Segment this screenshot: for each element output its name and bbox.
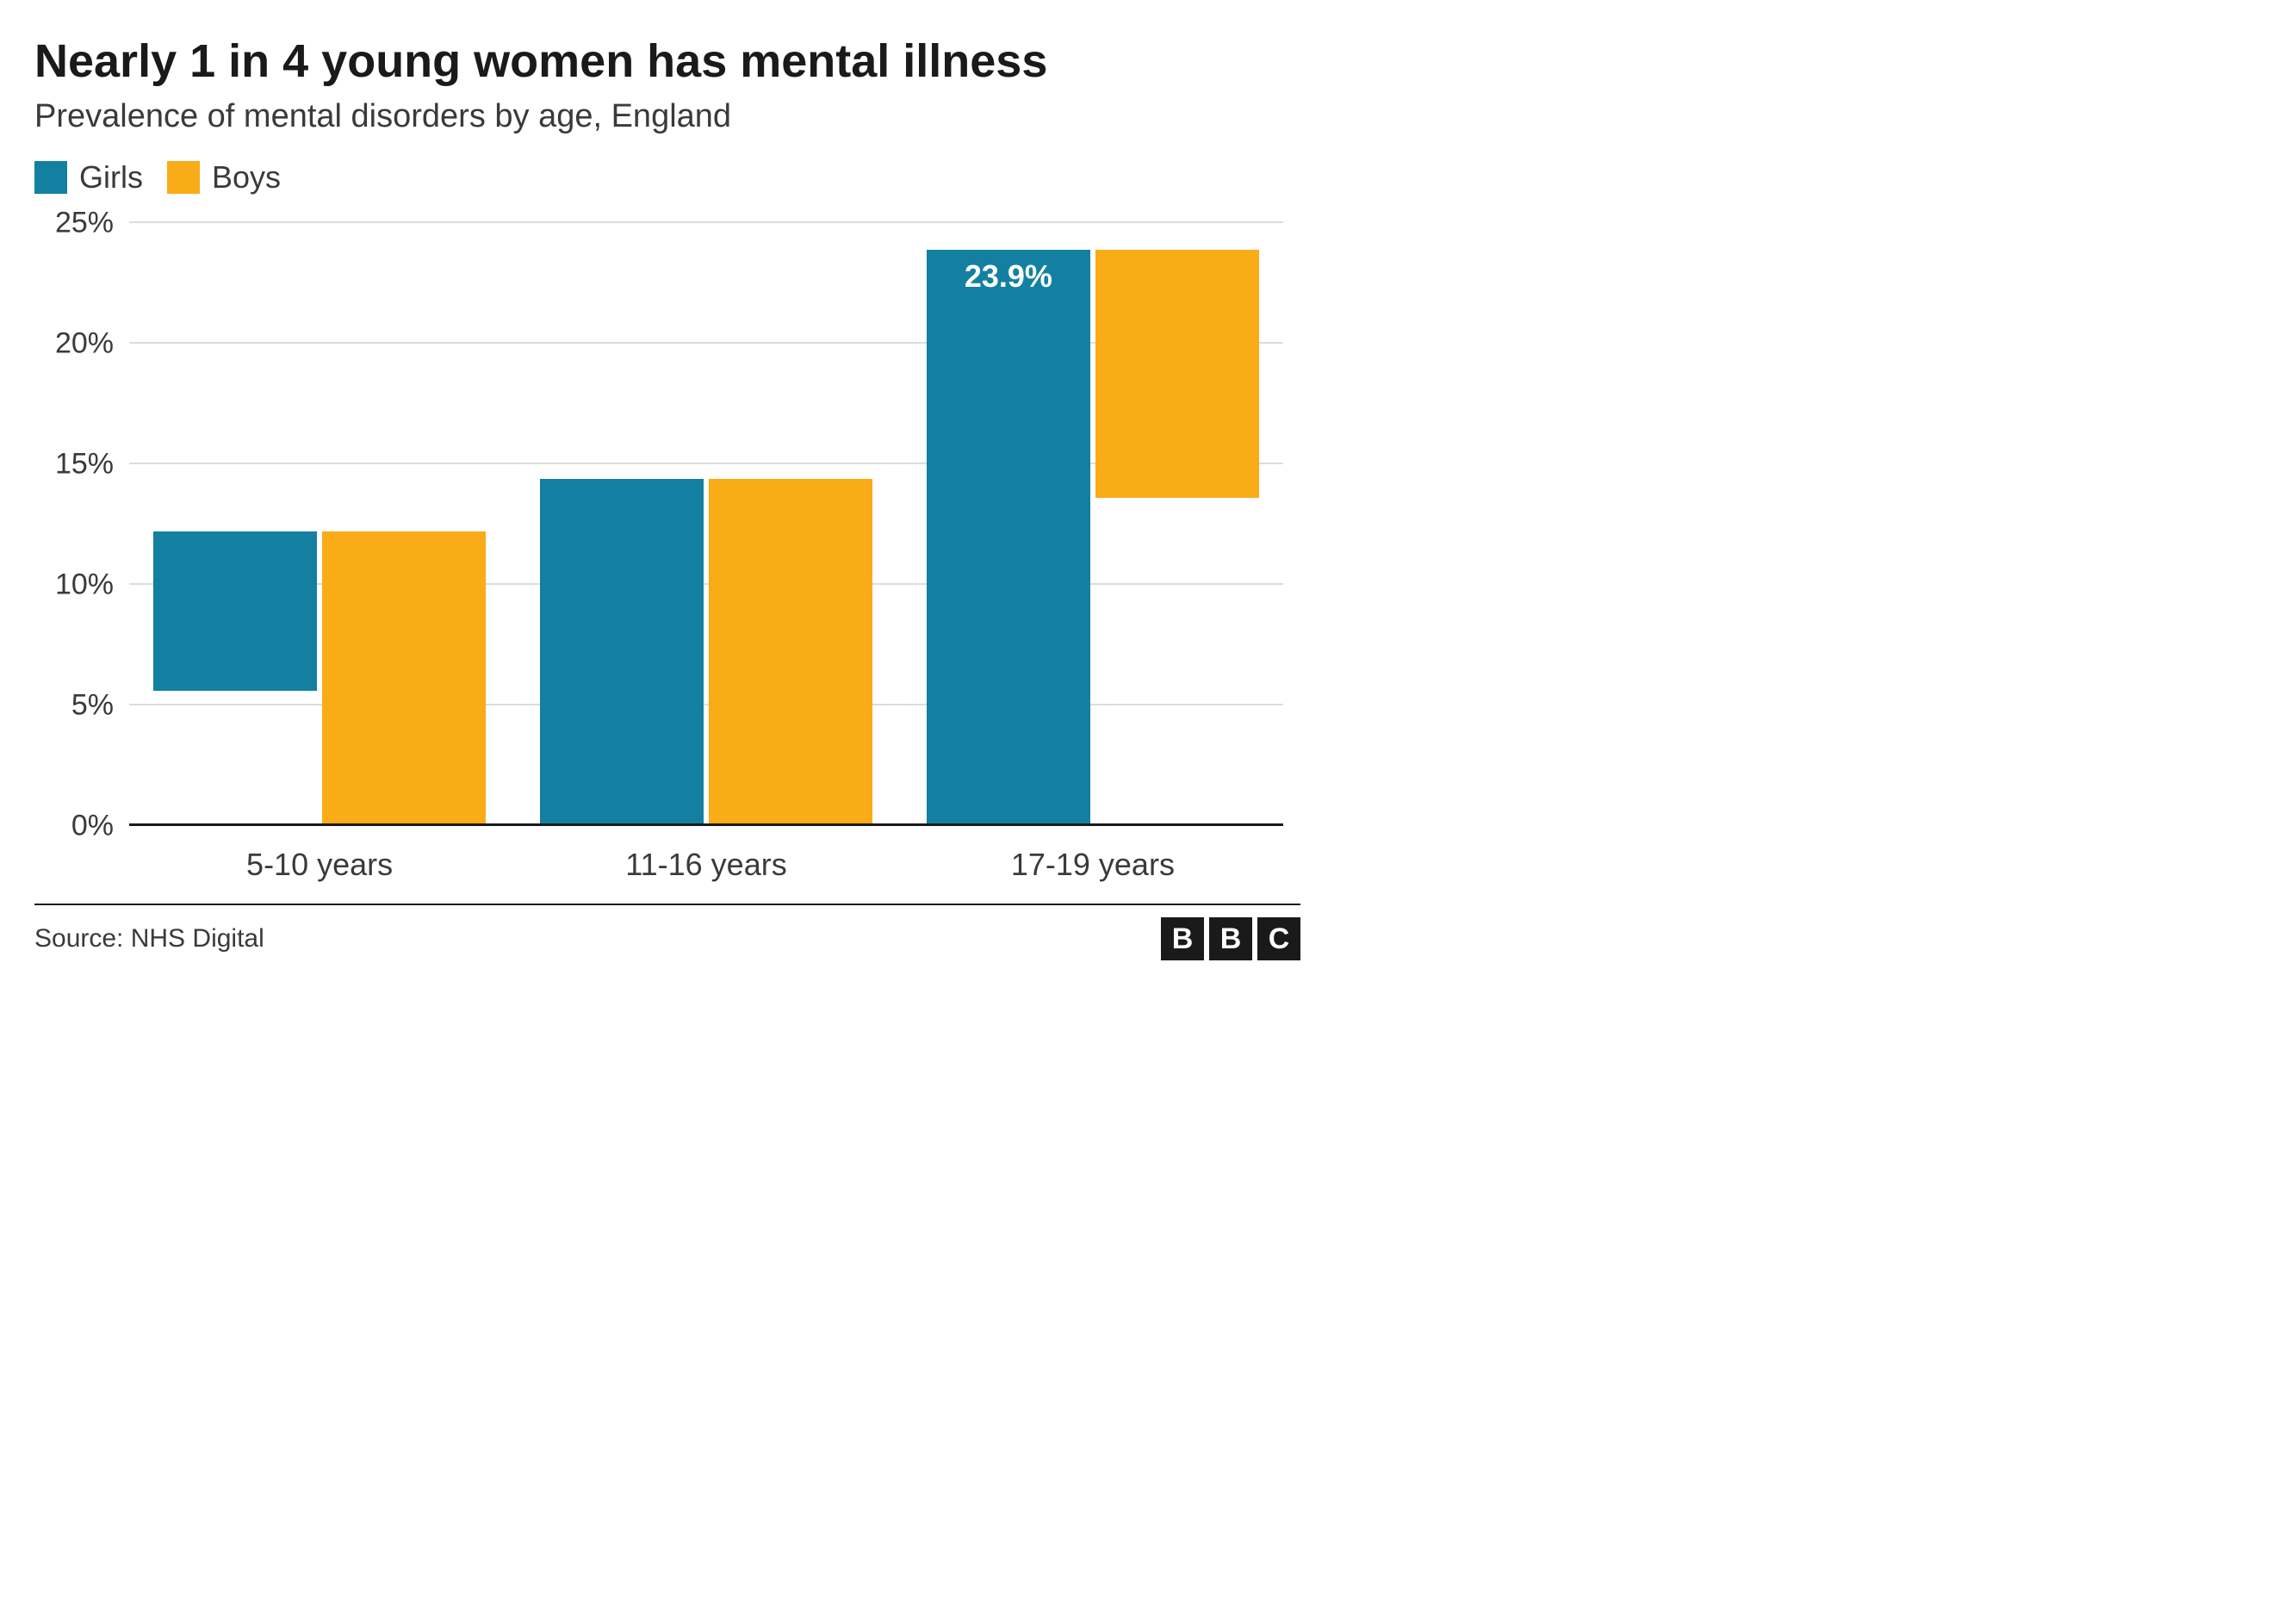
chart-subtitle: Prevalence of mental disorders by age, E… (34, 98, 1300, 135)
bars-layer: 23.9% (129, 223, 1283, 826)
legend-label-boys: Boys (212, 159, 281, 196)
legend-swatch-girls (34, 161, 67, 194)
x-tick-label: 17-19 years (1011, 847, 1175, 883)
legend-item-boys: Boys (167, 159, 281, 196)
bar-boys (709, 479, 872, 823)
chart-footer: Source: NHS Digital B B C (34, 904, 1300, 960)
bbc-logo-letter: C (1257, 917, 1300, 960)
bar-boys (322, 531, 486, 826)
bbc-logo: B B C (1161, 917, 1300, 960)
legend-item-girls: Girls (34, 159, 143, 196)
chart-container: Nearly 1 in 4 young women has mental ill… (34, 34, 1300, 960)
x-tick-label: 5-10 years (246, 847, 393, 883)
y-tick-label: 5% (71, 689, 129, 723)
y-tick-label: 0% (71, 810, 129, 843)
y-tick-label: 20% (55, 327, 129, 361)
chart-title: Nearly 1 in 4 young women has mental ill… (34, 34, 1300, 88)
plot-area: 0%5%10%15%20%25% 23.9% (129, 223, 1283, 826)
bar-girls (540, 479, 704, 826)
bbc-logo-letter: B (1209, 917, 1252, 960)
y-tick-label: 25% (55, 207, 129, 240)
bar-group: 23.9% (927, 250, 1259, 826)
bbc-logo-letter: B (1161, 917, 1204, 960)
bar-girls: 23.9% (927, 250, 1090, 826)
bar-group (540, 479, 872, 826)
source-text: Source: NHS Digital (34, 924, 264, 953)
y-tick-label: 10% (55, 568, 129, 602)
bar-girls (153, 531, 317, 691)
legend: Girls Boys (34, 159, 1300, 196)
x-axis-labels: 5-10 years 11-16 years 17-19 years (129, 826, 1283, 895)
bar-data-label: 23.9% (965, 258, 1052, 295)
y-tick-label: 15% (55, 448, 129, 481)
bar-group (153, 531, 486, 826)
legend-swatch-boys (167, 161, 200, 194)
legend-label-girls: Girls (79, 159, 143, 196)
x-tick-label: 11-16 years (625, 847, 786, 883)
bar-boys (1095, 250, 1259, 498)
